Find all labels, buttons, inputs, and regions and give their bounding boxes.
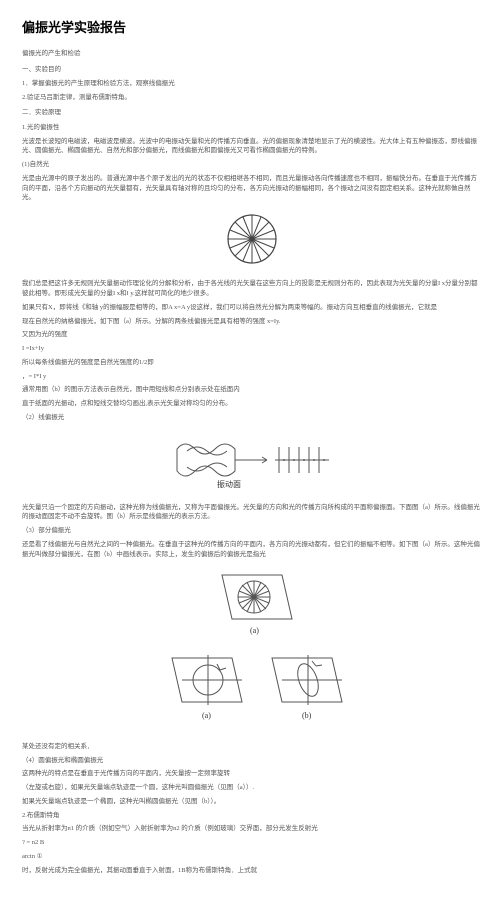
figure-vibration-plane: 振动面 bbox=[22, 431, 482, 495]
subheading: （3）部分偏振光 bbox=[22, 526, 482, 536]
figure-label: (a) bbox=[250, 626, 259, 635]
subheading: (1)自然光 bbox=[22, 160, 482, 170]
formula: I =Ix+Iy bbox=[22, 344, 482, 354]
subheading: （2）线偏振光 bbox=[22, 413, 482, 423]
body-text: 如果光矢量端点轨迹是一个椭圆，这种光叫椭圆偏振光（见图（b））。 bbox=[22, 797, 482, 807]
figure-label: 振动面 bbox=[217, 479, 241, 489]
body-text: 这两种光的特点是在垂直于光传播方向的平面内，光矢量按一定频率旋转 bbox=[22, 769, 482, 779]
subheading: （4）圆偏振光和椭圆偏振光 bbox=[22, 756, 482, 766]
body-text: 我们总是把这许多无规则光矢量振动作理论化的分解和分析，由于各光线的光矢量在这些方… bbox=[22, 279, 482, 299]
figure-radial-circle bbox=[22, 211, 482, 271]
subheading: 二．实验原理 bbox=[22, 108, 482, 118]
body-text: 又因为光的强度 bbox=[22, 330, 482, 340]
formula: ，= I*I y bbox=[22, 372, 482, 382]
subheading: 2.布儒斯特角 bbox=[22, 811, 482, 821]
body-text: 现在自然光的纳格偏振光，如下图（a）所示。分解的两条线偏振光是具有相等的强度 x… bbox=[22, 317, 482, 327]
figure-label: (b) bbox=[302, 711, 312, 720]
body-text: 通常用图（b）的图示方法表示自然光，图中用短线和点分别表示处在纸面内 bbox=[22, 385, 482, 395]
figure-partial-polarization: (a) bbox=[22, 567, 482, 641]
formula: ? = n2 B bbox=[22, 838, 482, 848]
body-text: 还是看了线偏振光与自然光之间的一种偏振光。在垂直于这种光的传播方向的平面内，各方… bbox=[22, 540, 482, 560]
body-text: 2.验证马吕斯定律，测量布儒斯特角。 bbox=[22, 93, 482, 103]
page-title: 偏振光学实验报告 bbox=[22, 18, 482, 39]
body-text: 光波是长波短的电磁波，电磁波是横波。光波中的电振动矢量和光的传播方向垂直。光的偏… bbox=[22, 137, 482, 157]
body-text: 1．掌握偏振光的产生原理和检验方法，观察线偏振光 bbox=[22, 79, 482, 89]
formula: arctn ① bbox=[22, 852, 482, 862]
body-text: 如果只有X，即将线《和轴 y的振幅服是相等的，即A x=A y设这样，我们可以将… bbox=[22, 303, 482, 313]
subheading: 1.光的偏振性 bbox=[22, 123, 482, 133]
body-text: （左旋或右旋），如果光矢量端点轨迹是一个圆，这种光叫圆偏振光（见图（a））. bbox=[22, 783, 482, 793]
body-text: 光是由光源中的原子发出的。普通光源中各个原子发出的光的状态不仅相相继各不相同，而… bbox=[22, 174, 482, 203]
body-text: 直于纸面的光振动，点和短线交替均匀画出,表示光矢量对称均匀的分布。 bbox=[22, 399, 482, 409]
section-heading: 偏振光的产生和检验 bbox=[22, 49, 482, 59]
subheading: 一、实验目的 bbox=[22, 65, 482, 75]
body-text: 某处还没有定的相关系． bbox=[22, 742, 482, 752]
body-text: 光矢量只沿一个固定的方向振动，这种光称为线偏振光，又称为平面偏振光。光矢量的方向… bbox=[22, 503, 482, 523]
body-text: 当光从折射率为n1 的介质（例如空气）入射折射率为n2 的介质（例如玻璃）交界面… bbox=[22, 824, 482, 834]
body-text: 时，反射光成为完全偏振光，其振动面垂直于入射面，1B称为布儒斯特角．上式就 bbox=[22, 866, 482, 876]
body-text: 所以每条线偏振光的强度是自然光强度的1/2即 bbox=[22, 358, 482, 368]
figure-label: (a) bbox=[202, 711, 211, 720]
figure-circular-elliptical: (a) (b) bbox=[22, 650, 482, 734]
